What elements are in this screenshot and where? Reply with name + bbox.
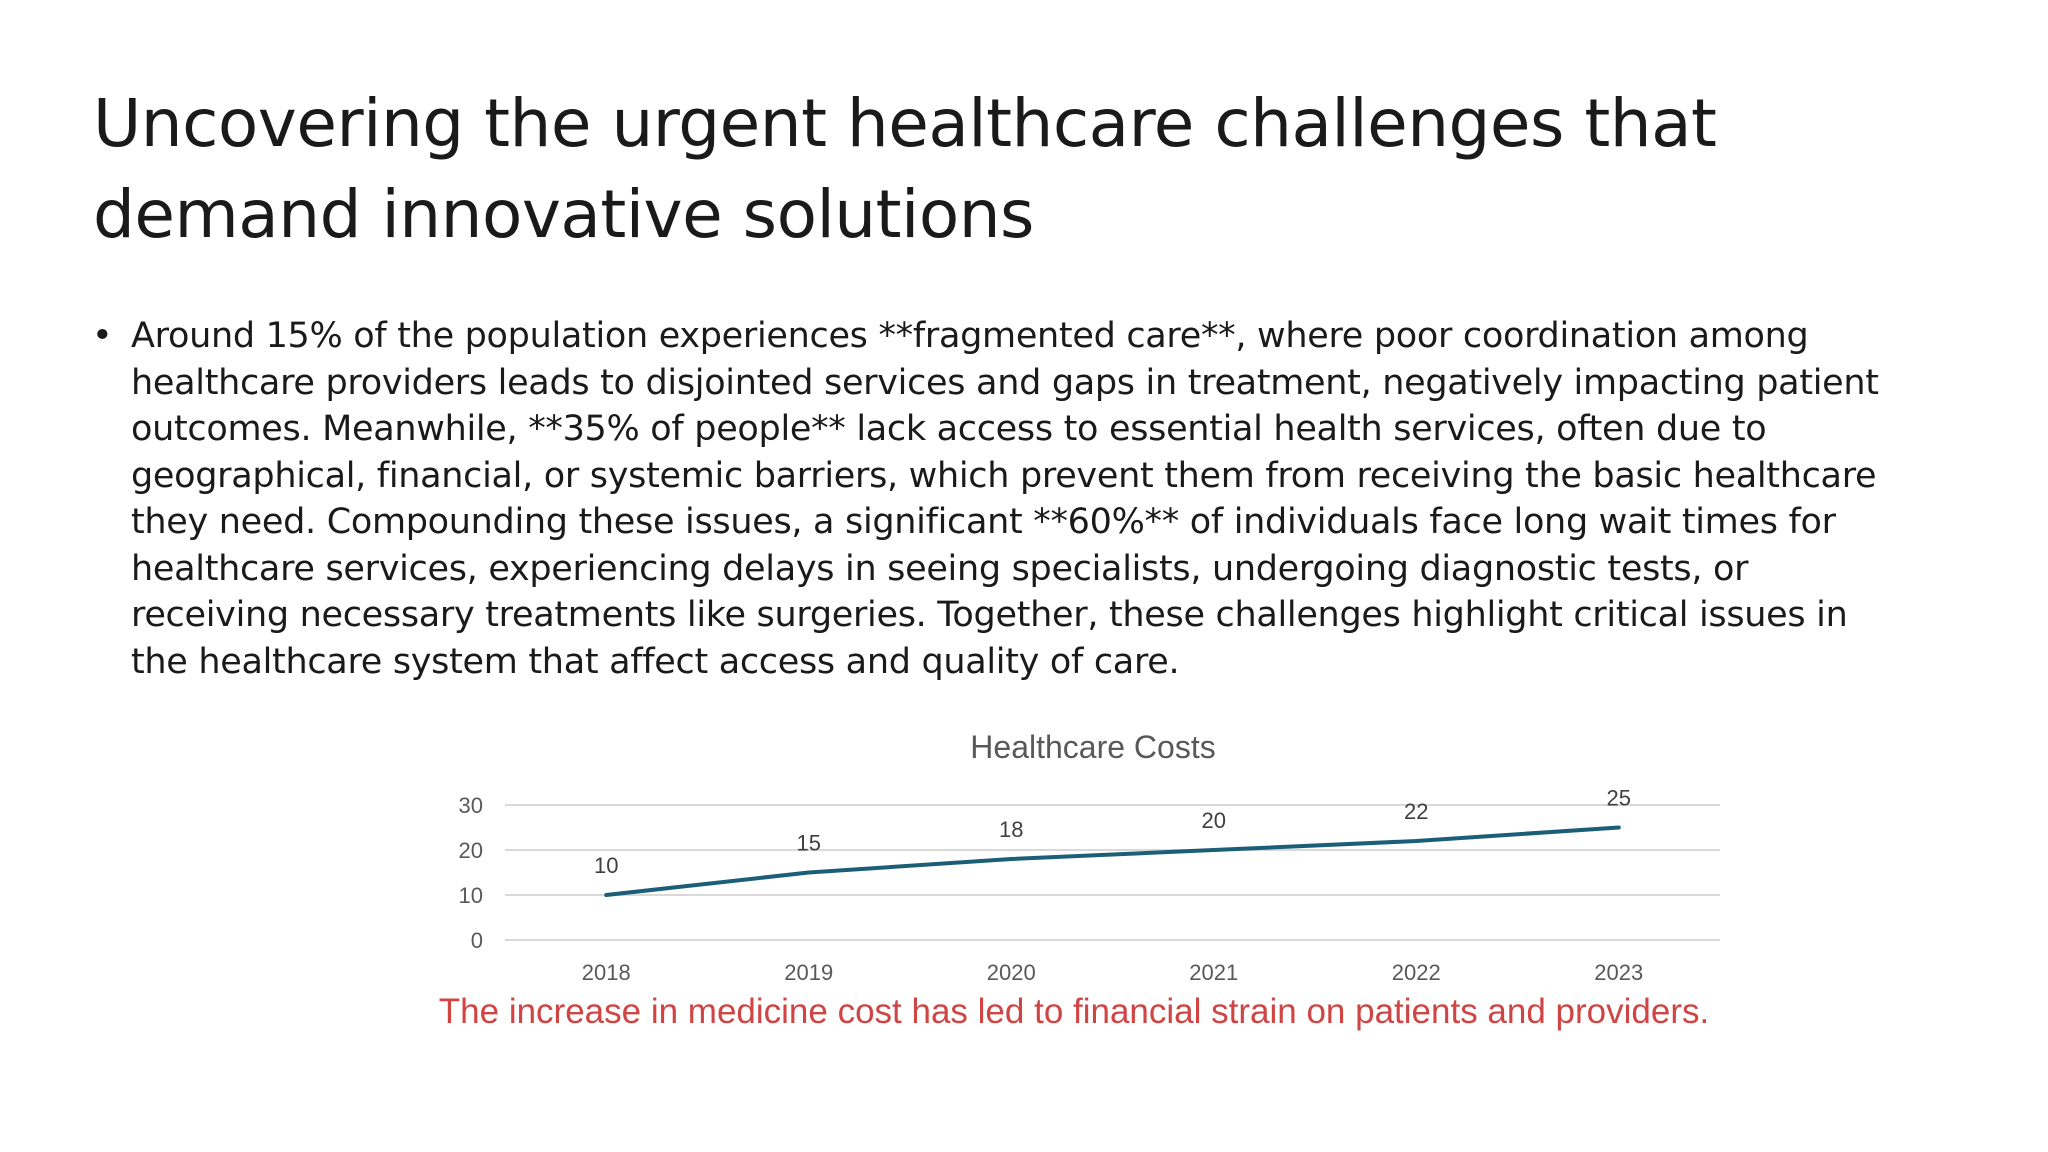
- chart: Healthcare Costs 0 10 20 30 2018 2019 2020 202…: [420, 720, 1740, 1000]
- data-point: [604, 893, 608, 897]
- x-tick-layer: 2018 2019 2020 2021 2022 2023: [582, 960, 1643, 985]
- grid-layer: [505, 804, 1720, 941]
- series-line: [604, 825, 1621, 897]
- chart-caption: The increase in medicine cost has led to…: [438, 992, 1710, 1031]
- chart-title: Healthcare Costs: [970, 729, 1215, 765]
- x-tick-label: 2018: [582, 960, 631, 985]
- data-label: 10: [594, 853, 618, 878]
- bullet-list: • Around 15% of the population experienc…: [92, 313, 1892, 685]
- x-tick-label: 2020: [987, 960, 1036, 985]
- data-point: [1414, 839, 1418, 843]
- data-label: 18: [999, 817, 1023, 842]
- y-tick-label: 20: [459, 838, 483, 863]
- y-tick-label: 10: [459, 883, 483, 908]
- data-point: [807, 871, 811, 874]
- data-label: 15: [797, 831, 821, 856]
- y-tick-label: 30: [459, 793, 483, 818]
- data-label: 25: [1607, 786, 1631, 811]
- data-point: [1009, 857, 1013, 861]
- data-label: 22: [1404, 799, 1428, 824]
- series-layer: [604, 825, 1621, 897]
- data-point: [1212, 848, 1216, 852]
- bullet-dot-icon: •: [92, 316, 113, 356]
- slide-title: Uncovering the urgent healthcare challen…: [93, 85, 1717, 253]
- bullet-item: • Around 15% of the population experienc…: [92, 313, 1892, 685]
- x-tick-label: 2023: [1594, 960, 1643, 985]
- data-label: 20: [1202, 808, 1226, 833]
- bullet-text: Around 15% of the population experiences…: [131, 316, 1879, 682]
- data-label-layer: 10 15 18 20 22 25: [594, 786, 1631, 879]
- y-tick-label: 0: [471, 928, 483, 953]
- x-tick-label: 2022: [1392, 960, 1441, 985]
- y-tick-layer: 0 10 20 30: [459, 793, 483, 953]
- x-tick-label: 2021: [1189, 960, 1238, 985]
- x-tick-label: 2019: [784, 960, 833, 985]
- data-point: [1617, 826, 1621, 829]
